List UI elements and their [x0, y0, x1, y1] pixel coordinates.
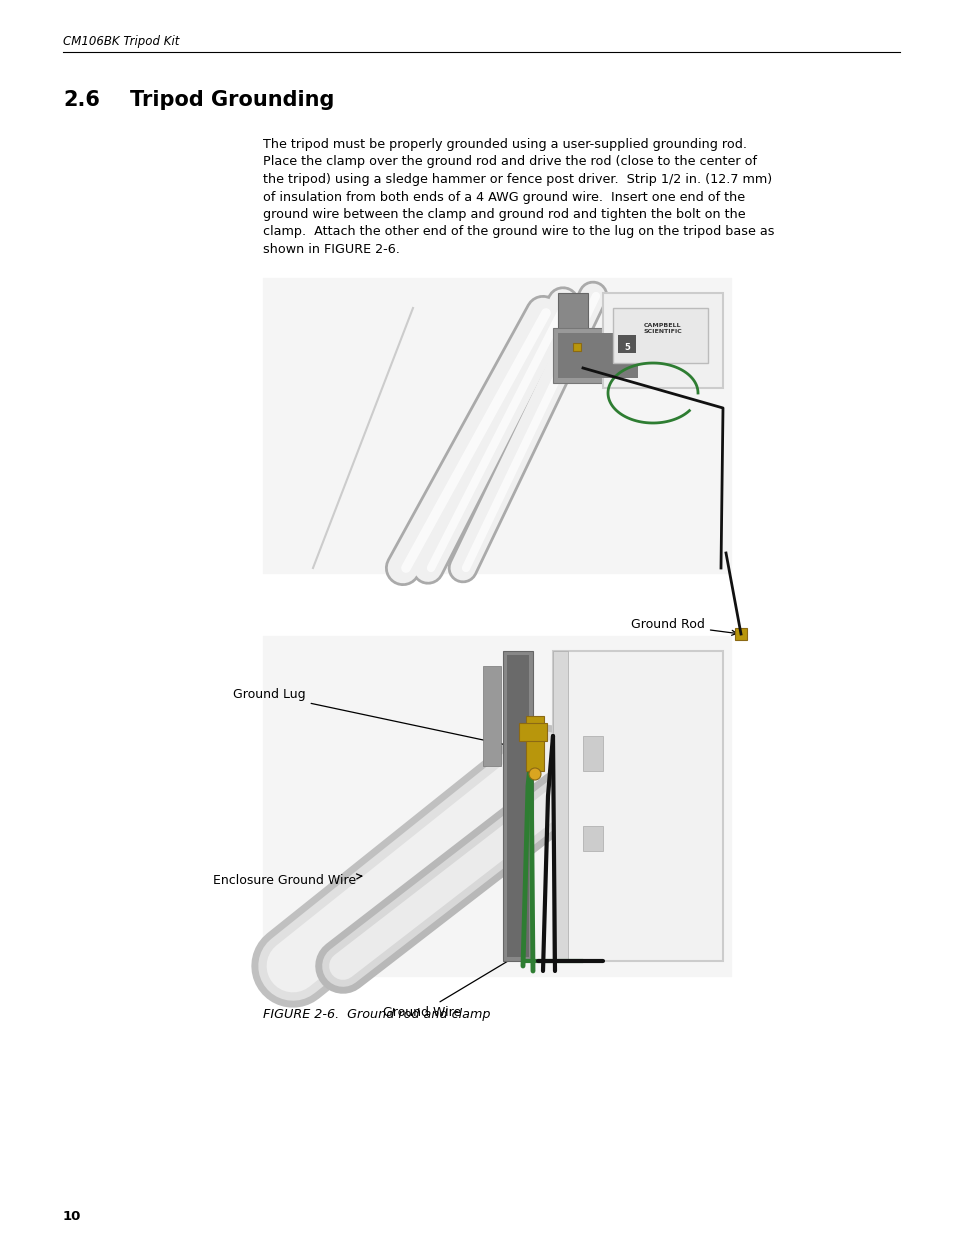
- Text: CAMPBELL
SCIENTIFIC: CAMPBELL SCIENTIFIC: [643, 324, 681, 333]
- Bar: [558, 293, 587, 373]
- Bar: [582, 826, 602, 851]
- Bar: [263, 278, 730, 573]
- Text: the tripod) using a sledge hammer or fence post driver.  Strip 1/2 in. (12.7 mm): the tripod) using a sledge hammer or fen…: [263, 173, 771, 186]
- Text: ground wire between the clamp and ground rod and tighten the bolt on the: ground wire between the clamp and ground…: [263, 207, 745, 221]
- Text: The tripod must be properly grounded using a user-supplied grounding rod.: The tripod must be properly grounded usi…: [263, 138, 746, 151]
- Text: 2.6: 2.6: [63, 90, 100, 110]
- Bar: [263, 636, 730, 976]
- Bar: [506, 655, 529, 957]
- Bar: [558, 333, 638, 378]
- Bar: [482, 666, 500, 766]
- Bar: [553, 651, 567, 961]
- Bar: [602, 293, 722, 388]
- Text: 10: 10: [63, 1210, 81, 1223]
- Bar: [573, 343, 580, 351]
- Text: of insulation from both ends of a 4 AWG ground wire.  Insert one end of the: of insulation from both ends of a 4 AWG …: [263, 190, 744, 204]
- Text: CM106BK Tripod Kit: CM106BK Tripod Kit: [63, 35, 179, 48]
- Bar: [502, 651, 533, 961]
- Text: Ground Wire: Ground Wire: [382, 948, 529, 1019]
- Text: Ground Rod: Ground Rod: [630, 618, 736, 635]
- Bar: [553, 329, 642, 383]
- Text: Place the clamp over the ground rod and drive the rod (close to the center of: Place the clamp over the ground rod and …: [263, 156, 757, 168]
- Text: shown in FIGURE 2-6.: shown in FIGURE 2-6.: [263, 243, 399, 256]
- Text: Ground Lug: Ground Lug: [233, 688, 531, 752]
- Bar: [518, 722, 546, 741]
- Bar: [553, 651, 722, 961]
- Text: FIGURE 2-6.  Ground rod and clamp: FIGURE 2-6. Ground rod and clamp: [263, 1008, 490, 1021]
- Bar: [613, 308, 707, 363]
- Text: Enclosure Ground Wire: Enclosure Ground Wire: [213, 874, 361, 888]
- Bar: [734, 629, 746, 640]
- Bar: [618, 335, 636, 353]
- Text: 5: 5: [623, 343, 629, 352]
- Bar: [582, 736, 602, 771]
- Text: Tripod Grounding: Tripod Grounding: [130, 90, 334, 110]
- Bar: [525, 716, 543, 771]
- Text: clamp.  Attach the other end of the ground wire to the lug on the tripod base as: clamp. Attach the other end of the groun…: [263, 226, 774, 238]
- Circle shape: [529, 768, 540, 781]
